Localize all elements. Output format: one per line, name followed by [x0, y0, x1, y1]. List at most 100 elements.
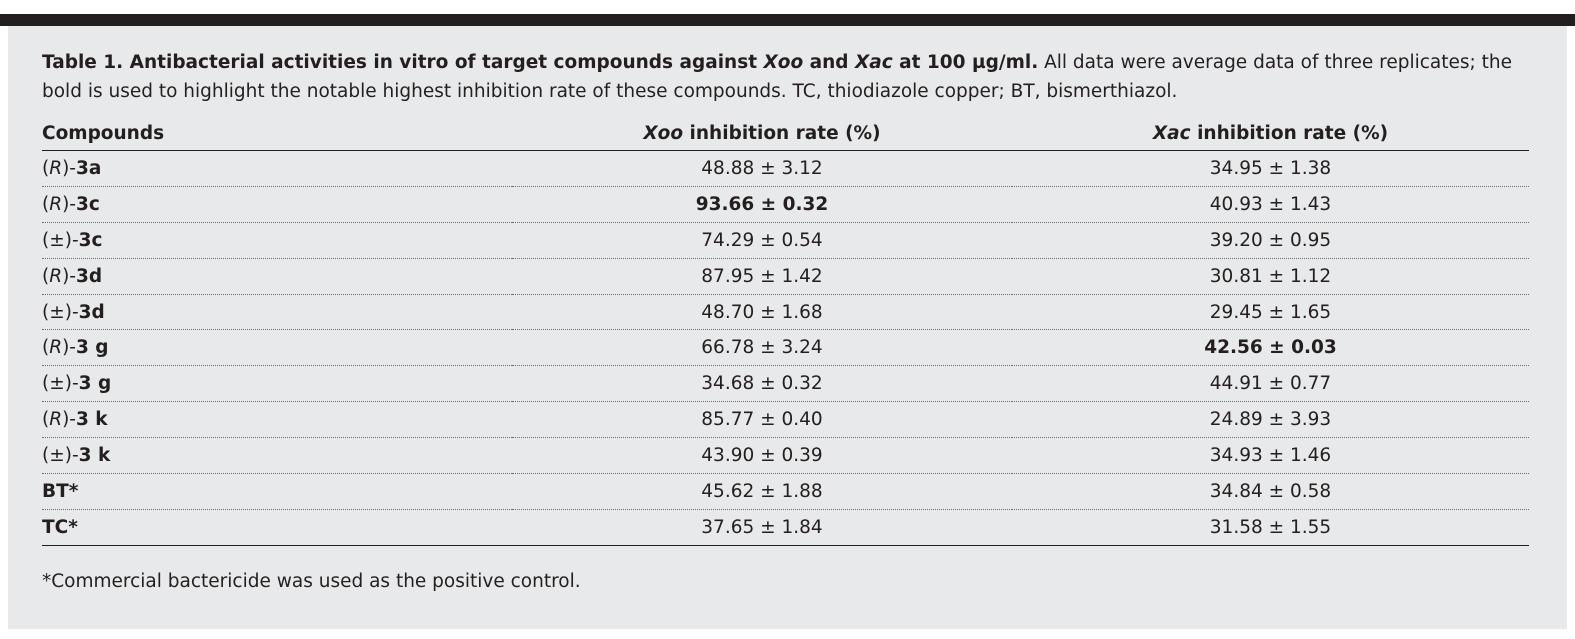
caption-organism-xac: Xac — [854, 52, 893, 73]
compound-prefix-close: )- — [62, 265, 76, 287]
header-xac-organism: Xac — [1152, 122, 1191, 144]
cell-compound: (R)-3a — [42, 150, 512, 187]
compound-configuration: ± — [49, 373, 65, 395]
compound-configuration: R — [49, 337, 63, 359]
compound-configuration: ± — [49, 301, 65, 323]
compound-configuration: R — [49, 193, 63, 215]
compound-prefix-close: )- — [62, 409, 76, 431]
cell-xoo-rate: 66.78 ± 3.24 — [512, 329, 1012, 367]
table-footnote: *Commercial bactericide was used as the … — [42, 571, 581, 592]
cell-xac-rate: 39.20 ± 0.95 — [1012, 222, 1529, 259]
caption-title-part1: Antibacterial activities in vitro of tar… — [123, 52, 764, 73]
compound-prefix-close: )- — [62, 157, 76, 179]
compound-prefix-open: ( — [42, 301, 50, 323]
cell-xac-rate: 40.93 ± 1.43 — [1012, 186, 1529, 223]
compound-prefix-open: ( — [42, 445, 50, 467]
cell-xoo-rate: 43.90 ± 0.39 — [512, 437, 1012, 475]
table-caption: Table 1. Antibacterial activities in vit… — [42, 48, 1532, 106]
compound-id: 3c — [78, 229, 103, 251]
cell-xoo-rate: 34.68 ± 0.32 — [512, 365, 1012, 403]
header-compounds: Compounds — [42, 116, 512, 151]
cell-xoo-rate: 48.88 ± 3.12 — [512, 150, 1012, 187]
header-xoo: Xoo inhibition rate (%) — [512, 116, 1012, 151]
cell-xoo-rate: 93.66 ± 0.32 — [512, 186, 1012, 223]
compound-configuration: ± — [49, 445, 65, 467]
cell-compound: (±)-3 g — [42, 365, 512, 403]
table-row: (±)-3c 74.29 ± 0.54 39.20 ± 0.95 — [42, 222, 1529, 259]
compound-id: 3d — [75, 265, 103, 287]
caption-organism-xoo: Xoo — [763, 52, 804, 73]
compound-id: BT* — [42, 480, 79, 502]
cell-xoo-rate: 48.70 ± 1.68 — [512, 294, 1012, 331]
compound-id: 3 k — [78, 445, 111, 467]
cell-compound: TC* — [42, 509, 512, 546]
compound-id: 3 g — [75, 337, 109, 359]
compound-configuration: R — [49, 409, 63, 431]
cell-xoo-rate: 74.29 ± 0.54 — [512, 222, 1012, 259]
compound-id: 3 k — [75, 409, 108, 431]
table-row: BT* 45.62 ± 1.88 34.84 ± 0.58 — [42, 473, 1529, 510]
table-row: (R)-3a 48.88 ± 3.12 34.95 ± 1.38 — [42, 150, 1529, 187]
cell-compound: (±)-3c — [42, 222, 512, 259]
header-xoo-suffix: inhibition rate (%) — [683, 122, 881, 144]
header-xoo-organism: Xoo — [643, 122, 684, 144]
cell-xac-rate: 29.45 ± 1.65 — [1012, 294, 1529, 331]
compound-prefix-close: )- — [64, 445, 79, 467]
cell-xac-rate: 34.93 ± 1.46 — [1012, 437, 1529, 475]
table-row: (±)-3d 48.70 ± 1.68 29.45 ± 1.65 — [42, 294, 1529, 331]
cell-xac-rate: 42.56 ± 0.03 — [1012, 329, 1529, 367]
compound-configuration: R — [49, 157, 63, 179]
table-panel: Table 1. Antibacterial activities in vit… — [8, 26, 1567, 629]
cell-xac-rate: 24.89 ± 3.93 — [1012, 401, 1529, 439]
compound-prefix-open: ( — [42, 265, 50, 287]
caption-title-and: and — [803, 52, 855, 73]
cell-compound: BT* — [42, 473, 512, 510]
compound-id: 3a — [75, 157, 102, 179]
compound-prefix-open: ( — [42, 229, 50, 251]
cell-xoo-rate: 37.65 ± 1.84 — [512, 509, 1012, 546]
header-xac: Xac inhibition rate (%) — [1012, 116, 1529, 151]
compound-id: TC* — [42, 516, 78, 538]
caption-title-part2: at 100 µg/ml. — [892, 52, 1039, 73]
cell-xac-rate: 30.81 ± 1.12 — [1012, 258, 1529, 295]
caption-label: Table 1. — [42, 52, 124, 73]
compound-id: 3c — [75, 193, 100, 215]
compound-prefix-close: )- — [64, 301, 79, 323]
top-rule — [0, 14, 1575, 26]
header-xac-suffix: inhibition rate (%) — [1190, 122, 1389, 144]
cell-compound: (R)-3 g — [42, 329, 512, 367]
table-row: TC* 37.65 ± 1.84 31.58 ± 1.55 — [42, 509, 1529, 546]
cell-compound: (R)-3 k — [42, 401, 512, 439]
compound-prefix-close: )- — [64, 229, 79, 251]
results-table: Compounds Xoo inhibition rate (%) Xac in… — [42, 116, 1529, 546]
cell-compound: (±)-3 k — [42, 437, 512, 475]
compound-prefix-close: )- — [64, 373, 79, 395]
compound-prefix-open: ( — [42, 409, 50, 431]
compound-prefix-open: ( — [42, 193, 50, 215]
compound-prefix-open: ( — [42, 157, 50, 179]
cell-xoo-rate: 85.77 ± 0.40 — [512, 401, 1012, 439]
table-row: (R)-3 k 85.77 ± 0.40 24.89 ± 3.93 — [42, 401, 1529, 439]
cell-xoo-rate: 45.62 ± 1.88 — [512, 473, 1012, 510]
compound-prefix-close: )- — [62, 193, 76, 215]
cell-xac-rate: 34.95 ± 1.38 — [1012, 150, 1529, 187]
cell-compound: (R)-3d — [42, 258, 512, 295]
compound-id: 3d — [78, 301, 105, 323]
cell-compound: (±)-3d — [42, 294, 512, 331]
table-row: (R)-3 g 66.78 ± 3.24 42.56 ± 0.03 — [42, 329, 1529, 367]
header-row: Compounds Xoo inhibition rate (%) Xac in… — [42, 116, 1529, 151]
table-row: (±)-3 g 34.68 ± 0.32 44.91 ± 0.77 — [42, 365, 1529, 403]
table-row: (R)-3d 87.95 ± 1.42 30.81 ± 1.12 — [42, 258, 1529, 295]
compound-id: 3 g — [78, 373, 112, 395]
compound-prefix-open: ( — [42, 337, 50, 359]
caption-text: All data were average data of three repl… — [42, 52, 1513, 102]
cell-xac-rate: 44.91 ± 0.77 — [1012, 365, 1529, 403]
compound-configuration: R — [49, 265, 63, 287]
compound-configuration: ± — [49, 229, 65, 251]
cell-compound: (R)-3c — [42, 186, 512, 223]
cell-xoo-rate: 87.95 ± 1.42 — [512, 258, 1012, 295]
cell-xac-rate: 34.84 ± 0.58 — [1012, 473, 1529, 510]
compound-prefix-open: ( — [42, 373, 50, 395]
table-row: (±)-3 k 43.90 ± 0.39 34.93 ± 1.46 — [42, 437, 1529, 475]
compound-prefix-close: )- — [62, 337, 76, 359]
